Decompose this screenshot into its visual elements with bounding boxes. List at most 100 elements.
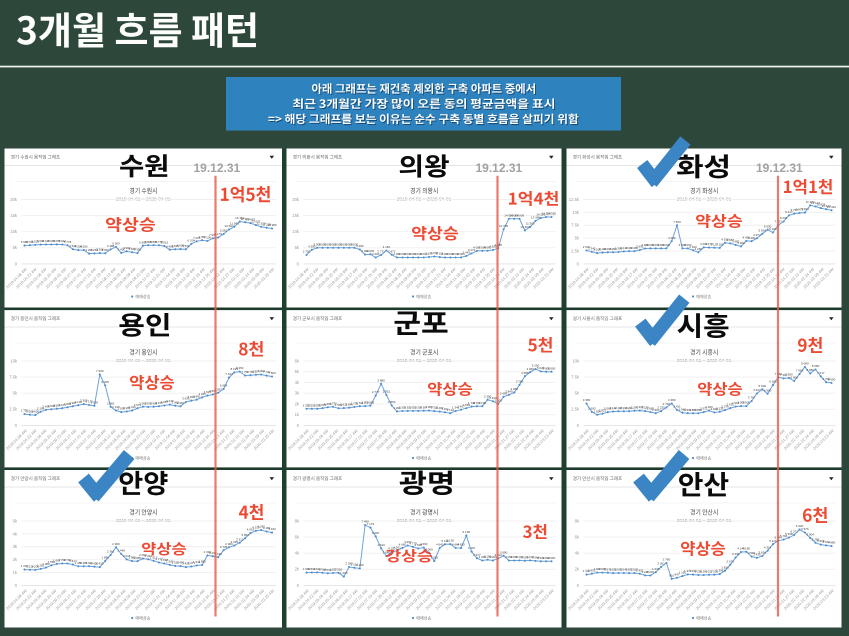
svg-text:1 599: 1 599 [308,567,316,571]
svg-text:5 110: 5 110 [441,539,449,543]
svg-text:2 009: 2 009 [457,252,465,256]
svg-text:7 617: 7 617 [817,371,825,375]
svg-text:3 200: 3 200 [700,242,708,246]
svg-text:4k: 4k [295,551,300,556]
svg-text:1 480: 1 480 [75,561,83,565]
svg-text:1 900: 1 900 [652,408,660,412]
svg-text:11 505: 11 505 [526,222,535,226]
svg-text:2 300: 2 300 [636,405,644,409]
svg-text:1 821: 1 821 [599,408,607,412]
svg-text:4 197: 4 197 [468,546,476,550]
svg-text:1 550: 1 550 [308,403,316,407]
svg-text:8 223: 8 223 [231,367,239,371]
svg-text:8k: 8k [295,518,300,523]
svg-text:2 124: 2 124 [436,252,444,256]
svg-text:7 500: 7 500 [673,220,681,224]
svg-text:1 514: 1 514 [171,561,179,565]
svg-text:2 460: 2 460 [625,246,633,250]
svg-text:2 000: 2 000 [420,252,428,256]
svg-text:12.5k: 12.5k [569,197,580,202]
svg-text:1 248: 1 248 [641,570,649,574]
svg-text:0: 0 [15,583,18,588]
svg-text:10k: 10k [572,358,580,363]
svg-text:1 826: 1 826 [721,565,729,569]
svg-text:5 938: 5 938 [785,532,793,536]
svg-text:5 778: 5 778 [64,240,72,244]
svg-text:3 000: 3 000 [652,243,660,247]
svg-text:1 683: 1 683 [324,402,332,406]
svg-text:1 800: 1 800 [361,401,369,405]
svg-text:13 348: 13 348 [531,216,541,220]
svg-text:5k: 5k [13,391,18,396]
svg-text:3 000: 3 000 [657,243,665,247]
svg-text:11 380: 11 380 [806,200,815,204]
svg-text:1 777: 1 777 [155,557,163,561]
svg-text:4 149: 4 149 [737,547,745,551]
svg-text:3 846: 3 846 [188,395,196,399]
svg-text:2 988: 2 988 [641,243,649,247]
svg-text:1 500: 1 500 [324,568,332,572]
svg-text:7.5k: 7.5k [571,375,580,380]
svg-text:10k: 10k [572,210,580,215]
svg-text:2 000: 2 000 [452,252,460,256]
svg-text:20k: 20k [10,197,18,202]
svg-text:10 755: 10 755 [499,224,509,228]
svg-text:2 315: 2 315 [112,405,120,409]
svg-text:19.12.31: 19.12.31 [194,161,241,175]
svg-text:4 530: 4 530 [182,244,190,248]
svg-text:4 690: 4 690 [420,542,428,546]
svg-text:1 600: 1 600 [32,410,40,414]
svg-text:2 960: 2 960 [177,401,185,405]
svg-text:3 272: 3 272 [468,248,476,252]
svg-text:19.12.31: 19.12.31 [756,161,803,175]
svg-text:4 060: 4 060 [425,547,433,551]
svg-text:4 610: 4 610 [377,543,385,547]
svg-text:7 179: 7 179 [367,522,375,526]
svg-text:1 370: 1 370 [684,569,692,573]
svg-text:2 191: 2 191 [351,562,359,566]
svg-text:3 992: 3 992 [193,394,201,398]
svg-text:2 915: 2 915 [732,401,740,405]
svg-text:7 854: 7 854 [252,369,260,373]
svg-text:3 230: 3 230 [166,399,174,403]
svg-text:3 100: 3 100 [516,555,524,559]
svg-text:2 250: 2 250 [609,247,617,251]
svg-text:10k: 10k [10,229,18,234]
svg-text:1 700: 1 700 [64,558,72,562]
svg-text:1 638: 1 638 [652,567,660,571]
svg-text:4 062: 4 062 [247,528,255,532]
svg-text:1 221: 1 221 [441,407,449,411]
svg-text:3 090: 3 090 [505,555,513,559]
svg-text:4 525: 4 525 [171,244,179,248]
svg-text:1 730: 1 730 [329,401,337,405]
svg-text:1 525: 1 525 [631,568,639,572]
svg-text:2 990: 2 990 [542,556,550,560]
svg-text:2 066: 2 066 [604,407,612,411]
svg-text:4 590: 4 590 [415,543,423,547]
svg-text:6k: 6k [295,535,300,540]
svg-text:1 611: 1 611 [340,403,348,407]
svg-text:2 777: 2 777 [372,390,380,394]
svg-text:7 900: 7 900 [96,369,104,373]
svg-text:4 664: 4 664 [452,543,460,547]
svg-text:11 545: 11 545 [230,221,239,225]
svg-text:1 610: 1 610 [313,567,321,571]
svg-text:5 000: 5 000 [329,242,337,246]
svg-text:15k: 15k [292,213,300,218]
svg-text:2 576: 2 576 [727,559,735,563]
svg-text:7 730: 7 730 [263,370,271,374]
svg-text:6 100: 6 100 [769,227,777,231]
svg-text:2 376: 2 376 [721,405,729,409]
svg-text:2 735: 2 735 [220,545,228,549]
svg-text:4 460: 4 460 [743,236,751,240]
svg-text:2 780: 2 780 [663,558,671,562]
svg-text:2 771: 2 771 [377,250,385,254]
svg-text:1 715: 1 715 [351,402,359,406]
svg-text:6 190: 6 190 [463,530,471,534]
svg-text:1 230: 1 230 [21,564,29,568]
svg-text:1 367: 1 367 [420,405,428,409]
svg-text:3 095: 3 095 [231,540,239,544]
svg-text:3 050: 3 050 [91,400,99,404]
svg-text:11 250: 11 250 [262,222,271,226]
svg-text:5 250: 5 250 [532,364,540,368]
